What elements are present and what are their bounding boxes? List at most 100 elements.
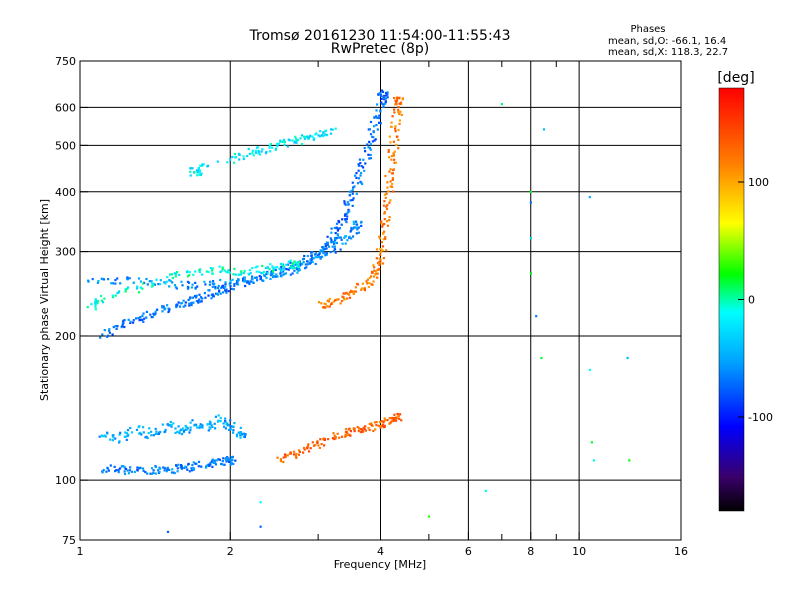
echo-point <box>375 248 379 251</box>
echo-point <box>170 423 173 427</box>
echo-point <box>283 141 286 144</box>
echo-point <box>383 98 386 101</box>
echo-point <box>224 281 227 284</box>
echo-point <box>209 280 212 283</box>
echo-point <box>378 257 381 260</box>
echo-point <box>168 279 171 282</box>
echo-point <box>163 467 167 470</box>
echo-point <box>304 136 308 139</box>
echo-point <box>244 284 247 288</box>
echo-point <box>257 152 260 155</box>
echo-point <box>383 212 386 215</box>
echo-point <box>214 287 217 290</box>
echo-point <box>163 281 166 284</box>
echo-point <box>375 421 378 424</box>
echo-point <box>341 218 344 221</box>
echo-point <box>300 134 304 137</box>
echo-point <box>242 155 245 158</box>
echo-point <box>209 267 212 270</box>
echo-point <box>198 173 201 176</box>
echo-point <box>307 260 310 263</box>
echo-point <box>144 436 147 439</box>
echo-point <box>323 438 326 441</box>
echo-point <box>311 256 314 259</box>
echo-point <box>238 158 241 161</box>
echo-point <box>382 105 385 109</box>
echo-point <box>344 235 348 238</box>
echo-point <box>256 265 259 268</box>
echo-point <box>139 286 142 289</box>
echo-point <box>150 472 153 475</box>
echo-point <box>200 465 203 468</box>
echo-point <box>166 276 169 279</box>
echo-point <box>154 432 157 435</box>
echo-point <box>246 281 249 284</box>
echo-point <box>231 455 234 458</box>
echo-point <box>124 288 127 291</box>
echo-point <box>210 293 213 296</box>
echo-point <box>388 156 391 159</box>
echo-point <box>385 192 388 195</box>
echo-point <box>180 464 183 467</box>
echo-point <box>116 277 119 280</box>
echo-point <box>106 431 109 434</box>
echo-point <box>278 267 282 270</box>
echo-point <box>130 431 134 434</box>
echo-point <box>378 237 381 240</box>
echo-point <box>193 171 196 174</box>
echo-point <box>303 448 306 451</box>
echo-point <box>158 283 162 286</box>
echo-point <box>380 220 383 223</box>
echo-point <box>331 245 334 248</box>
echo-point <box>314 262 317 266</box>
echo-point <box>357 430 360 433</box>
echo-point <box>355 223 358 226</box>
echo-point <box>392 140 395 143</box>
echo-point <box>165 470 168 473</box>
echo-point <box>180 466 184 470</box>
echo-point <box>101 471 104 474</box>
echo-point <box>177 463 180 466</box>
echo-point <box>264 266 268 270</box>
echo-point <box>378 235 381 238</box>
echo-point <box>304 267 307 270</box>
echo-point <box>209 462 212 465</box>
echo-point <box>342 296 345 299</box>
echo-point <box>304 263 307 266</box>
echo-point <box>302 135 306 138</box>
echo-point <box>211 425 214 428</box>
echo-point <box>398 97 401 100</box>
echo-point <box>141 318 144 321</box>
echo-point <box>132 319 135 322</box>
echo-point <box>368 281 371 285</box>
echo-point <box>103 297 106 300</box>
echo-point <box>392 168 395 171</box>
echo-point <box>355 172 358 175</box>
echo-point <box>196 169 199 172</box>
echo-point <box>325 134 329 137</box>
echo-point <box>116 325 119 328</box>
echo-point <box>351 204 354 207</box>
echo-point <box>380 89 384 92</box>
echo-point <box>242 432 246 435</box>
echo-point <box>338 227 341 230</box>
echo-point <box>127 433 130 436</box>
echo-point <box>334 436 337 439</box>
echo-point <box>319 251 322 254</box>
echo-point <box>114 470 117 473</box>
echo-point <box>341 300 344 303</box>
echo-point <box>165 280 168 283</box>
echo-point <box>124 431 127 434</box>
echo-point <box>100 277 103 280</box>
echo-point <box>207 429 210 432</box>
x-tick-label: 4 <box>377 545 384 558</box>
echo-point <box>269 143 272 146</box>
echo-point <box>224 289 227 292</box>
echo-point <box>129 466 132 469</box>
echo-point <box>243 280 246 283</box>
echo-point <box>190 467 193 470</box>
echo-point <box>211 269 214 272</box>
echo-point <box>242 157 245 161</box>
echo-point <box>139 466 142 469</box>
